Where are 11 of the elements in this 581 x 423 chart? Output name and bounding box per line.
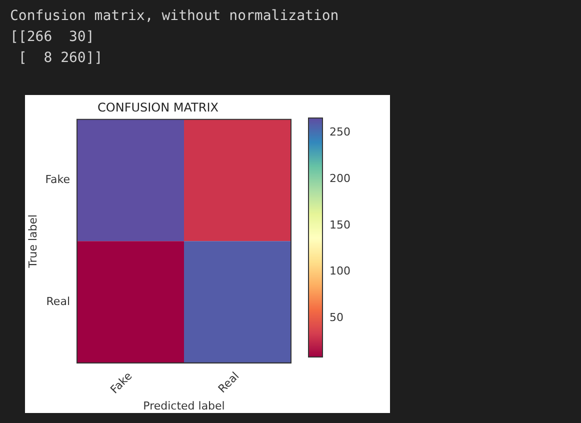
color-bar-label: 50 xyxy=(330,310,344,324)
text: [ 8 260]] xyxy=(17,49,104,68)
color-bar-label: 100 xyxy=(330,264,350,278)
chart-title: CONFUSION MATRIX xyxy=(98,100,218,114)
text: Confusion matrix, without normalization xyxy=(10,7,339,26)
color-bar-label: 200 xyxy=(330,172,350,185)
color-bar-label: 150 xyxy=(330,218,350,232)
color-bar-label: 250 xyxy=(330,126,350,139)
x-axis-title: Predicted label xyxy=(143,399,225,412)
y-axis-title: True label xyxy=(26,214,40,269)
text: [[266 30] xyxy=(10,28,96,47)
